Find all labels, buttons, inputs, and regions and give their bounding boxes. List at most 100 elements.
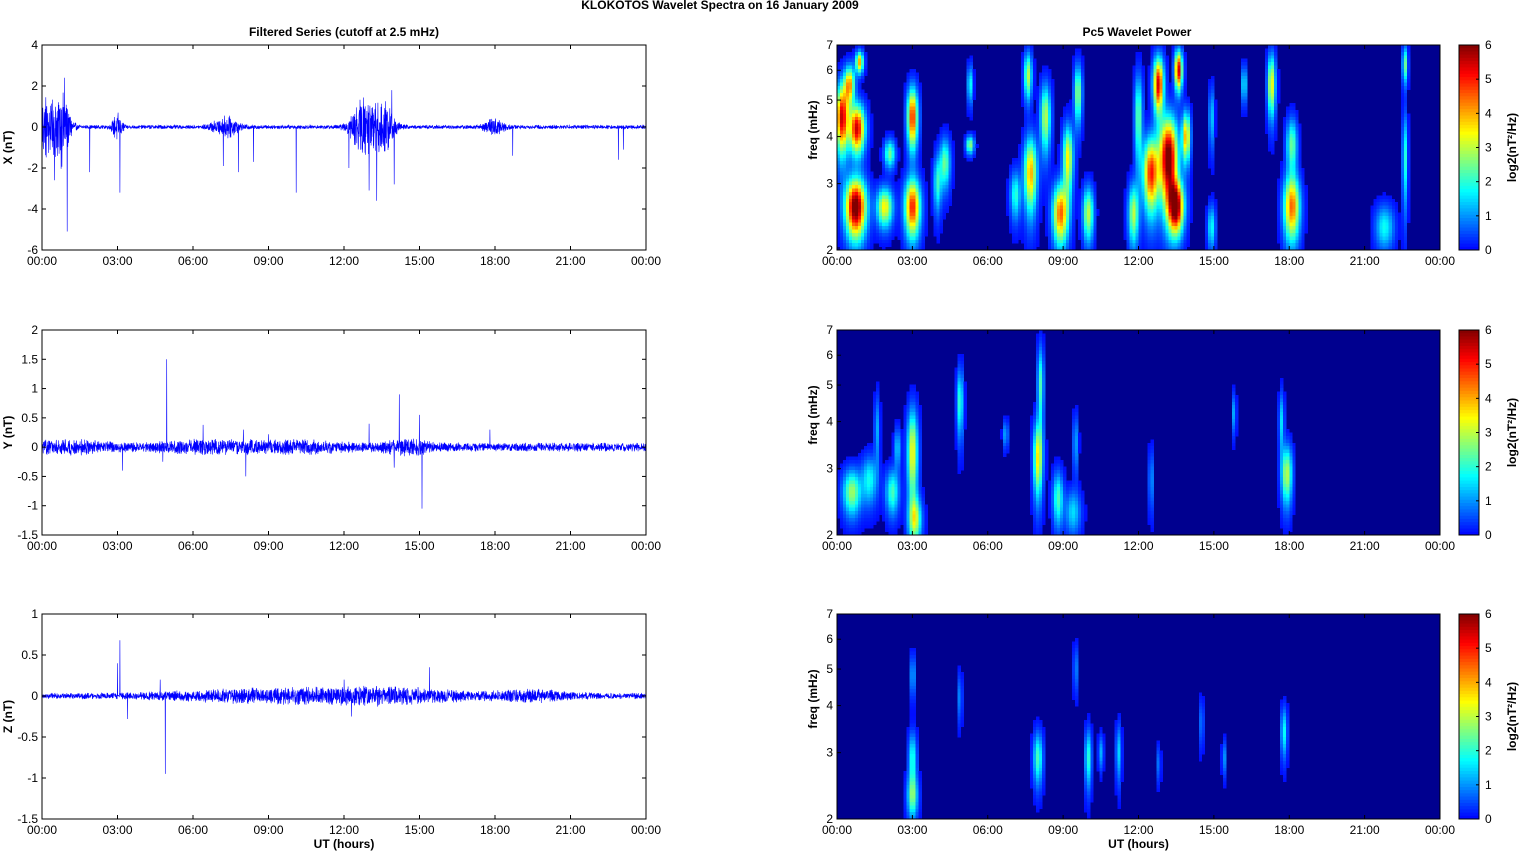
wavelet-x-cell: [1132, 195, 1136, 200]
wavelet-x-cell: [891, 212, 895, 217]
wavelet-x-cell: [933, 164, 937, 169]
wavelet-x-cell: [849, 55, 853, 60]
wavelet-x-cell: [852, 195, 856, 200]
wavelet-x-cell: [969, 103, 974, 107]
wavelet-x-cell: [1280, 191, 1284, 196]
wavelet-x-cell: [879, 232, 883, 237]
wavelet-x-cell: [1150, 181, 1154, 186]
wavelet-x-cell: [1388, 232, 1393, 237]
wavelet-x-cell: [1289, 130, 1293, 135]
wavelet-x-cell: [1090, 202, 1094, 206]
wavelet-x-ytick-label: 7: [826, 38, 833, 52]
wavelet-x-cell: [918, 86, 922, 90]
wavelet-x-cell: [1391, 246, 1396, 251]
wavelet-x-cell: [1144, 229, 1148, 234]
wavelet-x-cell: [873, 195, 877, 200]
wavelet-x-cell: [1207, 229, 1212, 234]
wavelet-x-cell: [1135, 55, 1139, 60]
wavelet-x-cell: [930, 205, 934, 210]
wavelet-x-cell: [1129, 205, 1133, 210]
wavelet-x-cell: [1159, 82, 1164, 87]
wavelet-x-cell: [1400, 51, 1405, 56]
wavelet-x-cell: [1144, 205, 1148, 210]
wavelet-x-cell: [1020, 195, 1025, 200]
wavelet-x-cell: [1180, 195, 1185, 200]
wavelet-x-cell: [1180, 65, 1185, 70]
wavelet-x-cell: [1087, 181, 1091, 186]
wavelet-x-cell: [855, 86, 859, 90]
wavelet-x-cell: [933, 161, 937, 165]
wavelet-x-cell: [1180, 147, 1185, 152]
wavelet-x-cell: [1026, 55, 1031, 60]
wavelet-x-cell: [1165, 58, 1170, 63]
wavelet-x-cell: [1171, 178, 1176, 183]
wavelet-x-cell: [1283, 161, 1287, 165]
wavelet-x-cell: [843, 157, 847, 162]
wavelet-x-cell: [1141, 164, 1145, 169]
wavelet-x-cell: [846, 232, 850, 237]
wavelet-x-cell: [1020, 62, 1025, 66]
wavelet-x-cell: [1171, 51, 1176, 56]
wavelet-x-cell: [1277, 195, 1281, 200]
wavelet-x-cell: [1042, 127, 1046, 131]
wavelet-x-cell: [858, 89, 862, 94]
wavelet-x-cell: [852, 68, 856, 73]
wavelet-x-cell: [915, 99, 919, 104]
wavelet-x-cell: [1051, 109, 1055, 114]
wavelet-x-cell: [936, 212, 940, 217]
wavelet-x-cell: [1406, 86, 1411, 90]
wavelet-x-cell: [1180, 178, 1185, 183]
wavelet-x-cell: [1171, 72, 1176, 77]
wavelet-x-cell: [966, 106, 971, 111]
wavelet-x-cell: [1213, 236, 1218, 241]
wavelet-x-cell: [951, 147, 955, 152]
wavelet-x-cell: [897, 202, 901, 206]
wavelet-x-cell: [1391, 219, 1396, 224]
wavelet-x-cell: [1156, 232, 1161, 237]
wavelet-x-cell: [1153, 58, 1157, 63]
wavelet-x-cell: [1141, 109, 1145, 114]
wavelet-x-cell: [924, 229, 928, 234]
wavelet-x-cell: [876, 232, 880, 237]
wavelet-x-cell: [1207, 219, 1212, 224]
wavelet-x-cell: [1141, 232, 1145, 237]
wavelet-x-cell: [1072, 154, 1076, 159]
wavelet-x-cell: [1141, 113, 1145, 118]
wavelet-x-cell: [1144, 144, 1148, 148]
wavelet-x-cell: [1171, 120, 1176, 124]
wavelet-x-cell: [1135, 133, 1139, 138]
wavelet-x-cell: [1156, 147, 1161, 152]
wavelet-x-cell: [1388, 222, 1393, 227]
wavelet-x-cell: [1150, 75, 1154, 80]
wavelet-x-cell: [909, 195, 913, 200]
wavelet-x-cell: [1406, 150, 1411, 155]
wavelet-x-cell: [1280, 226, 1284, 230]
wavelet-x-cell: [858, 82, 862, 87]
wavelet-x-cell: [1135, 202, 1139, 206]
wavelet-x-cell: [1391, 205, 1396, 210]
wavelet-x-cell: [1029, 113, 1034, 118]
wavelet-x-cell: [1129, 229, 1133, 234]
wavelet-x-cell: [1159, 62, 1164, 66]
wavelet-x-cell: [1207, 205, 1212, 210]
wavelet-x-cell: [1048, 75, 1052, 80]
wavelet-x-cell: [864, 96, 868, 101]
wavelet-x-cell: [1048, 96, 1052, 101]
wavelet-x-cell: [1048, 185, 1052, 189]
wavelet-x-cell: [1051, 123, 1055, 128]
wavelet-x-cell: [843, 58, 847, 63]
wavelet-x-cell: [1051, 154, 1055, 159]
wavelet-x-cell: [1165, 239, 1170, 244]
wavelet-x-cell: [939, 226, 943, 230]
wavelet-x-cell: [1280, 188, 1284, 193]
wavelet-x-cell: [1135, 106, 1139, 111]
wavelet-x-cell: [1063, 202, 1067, 206]
wavelet-x-colorbar-tick-label: 4: [1485, 106, 1492, 120]
wavelet-x-cell: [1029, 79, 1034, 83]
wavelet-x-cell: [1066, 164, 1070, 169]
wavelet-x-cell: [936, 147, 940, 152]
wavelet-x-cell: [1063, 195, 1067, 200]
wavelet-x-cell: [1090, 178, 1094, 183]
wavelet-x-cell: [909, 178, 913, 183]
wavelet-x-cell: [1138, 205, 1142, 210]
